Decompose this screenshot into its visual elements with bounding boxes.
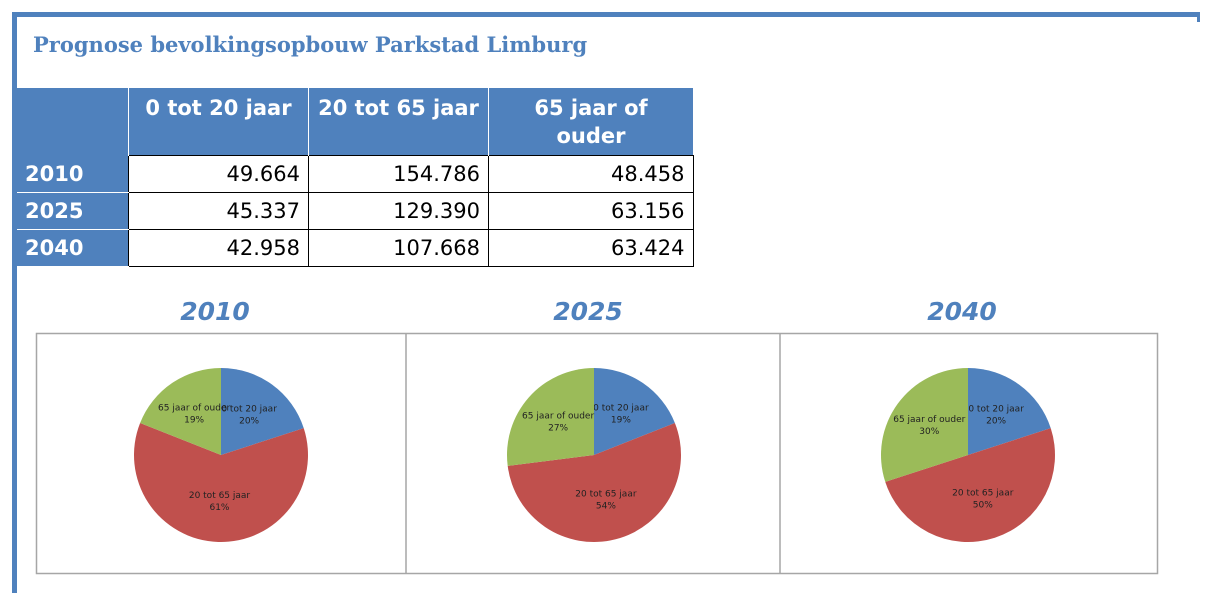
frame-border: [12, 12, 17, 593]
row: 2010 49.664 154.786 48.458: [17, 155, 694, 193]
row: 2040 42.958 107.668 63.424: [17, 229, 694, 267]
row-label: 2025: [17, 192, 129, 230]
slice-value-label: 27%: [548, 423, 568, 433]
slice-value-label: 19%: [184, 415, 204, 425]
pie-slice: [140, 368, 221, 455]
slice-label: 0 tot 20 jaar: [221, 404, 277, 414]
slice-value-label: 20%: [986, 416, 1006, 426]
slice-value-label: 50%: [973, 501, 993, 511]
chart-title: 2040: [927, 297, 997, 326]
cell: 48.458: [488, 155, 694, 193]
slice-label: 0 tot 20 jaar: [593, 403, 649, 413]
cell: 154.786: [308, 155, 489, 193]
slice-value-label: 20%: [239, 416, 259, 426]
pie-slice: [594, 368, 675, 455]
pie-slice: [134, 422, 308, 543]
row-label: 2010: [17, 155, 129, 193]
slice-value-label: 54%: [596, 501, 616, 511]
row-label: 2040: [17, 229, 129, 267]
cell: 63.424: [488, 229, 694, 267]
header-cell: 65 jaar of ouder: [488, 88, 693, 156]
pie-slice: [880, 368, 968, 482]
slice-value-label: 61%: [209, 503, 229, 513]
header-cell: 0 tot 20 jaar: [128, 88, 309, 156]
slice-label: 65 jaar of ouder: [893, 415, 965, 425]
chart-title: 2025: [553, 297, 623, 326]
pie-slice: [968, 368, 1051, 455]
pie-slice: [507, 422, 681, 542]
row: 2025 45.337 129.390 63.156: [17, 192, 694, 230]
population-table: 0 tot 20 jaar 20 tot 65 jaar 65 jaar of …: [17, 88, 694, 267]
cell: 63.156: [488, 192, 694, 230]
frame-border: [12, 12, 1200, 17]
cell: 49.664: [128, 155, 309, 193]
pie-slice: [885, 428, 1055, 542]
slice-value-label: 19%: [611, 415, 631, 425]
frame-border: [1197, 12, 1200, 22]
slice-label: 20 tot 65 jaar: [575, 489, 637, 499]
cell: 45.337: [128, 192, 309, 230]
slice-label: 65 jaar of ouder: [158, 403, 230, 413]
cell: 129.390: [308, 192, 489, 230]
title: Prognose bevolkingsopbouw Parkstad Limbu…: [33, 32, 588, 57]
cell: 107.668: [308, 229, 489, 267]
slice-label: 0 tot 20 jaar: [968, 404, 1024, 414]
slice-label: 65 jaar of ouder: [522, 411, 594, 421]
slice-value-label: 30%: [919, 427, 939, 437]
chart-title: 2010: [180, 297, 250, 326]
slice-label: 20 tot 65 jaar: [952, 489, 1014, 499]
chart-box: [35, 332, 1159, 575]
cell: 42.958: [128, 229, 309, 267]
header-row: 0 tot 20 jaar 20 tot 65 jaar 65 jaar of …: [17, 88, 693, 156]
corner-cell: [17, 88, 129, 156]
slice-label: 20 tot 65 jaar: [189, 491, 251, 501]
pie-slice: [221, 368, 304, 455]
header-cell: 20 tot 65 jaar: [308, 88, 489, 156]
pie-slice: [507, 368, 594, 466]
